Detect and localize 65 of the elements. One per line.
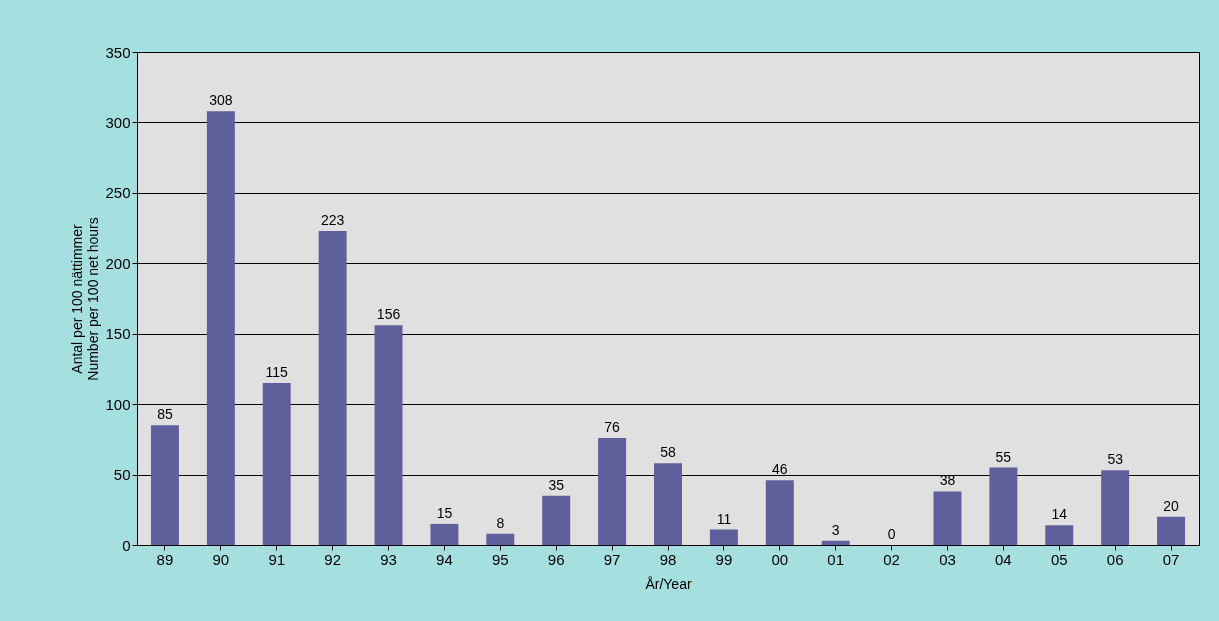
x-tick-label: 89 [156,550,174,568]
bar [654,463,682,545]
y-tick-label: 200 [105,254,131,272]
data-label: 115 [265,364,289,381]
bar [1045,525,1074,545]
x-tick-label: 96 [547,550,565,568]
data-label: 11 [716,510,732,527]
x-tick-label: 07 [1162,550,1180,568]
bar [821,540,850,545]
x-tick-label: 98 [659,550,677,568]
bar [262,383,291,545]
y-tick-label: 150 [105,325,131,343]
bar [150,425,179,545]
y-tick-label: 300 [105,113,131,131]
data-label: 308 [209,92,233,109]
data-label: 20 [1163,497,1180,514]
bar [374,325,403,545]
data-label: 15 [436,504,453,521]
bar [765,480,794,545]
data-label: 76 [604,418,621,435]
bar [318,230,347,545]
data-label: 14 [1051,506,1068,523]
x-tick-label: 01 [827,550,845,568]
x-tick-label: 06 [1106,550,1124,568]
data-label: 58 [660,444,676,461]
y-tick-label: 50 [113,466,131,484]
bar [1101,470,1130,545]
y-tick-label: 0 [122,536,131,554]
x-tick-label: 04 [995,550,1012,568]
x-tick-label: 97 [603,550,621,568]
bar [486,533,515,545]
data-label: 0 [887,526,896,542]
bar [542,495,571,545]
x-tick-label: 95 [491,550,509,568]
x-tick-label: 92 [324,550,341,568]
x-tick-label: 94 [436,550,453,568]
x-tick-label: 99 [715,550,733,568]
bar [1157,516,1186,545]
x-tick-label: 91 [268,550,286,568]
x-tick-label: 02 [883,550,900,568]
y-tick-label: 250 [105,184,131,202]
bar [989,467,1018,545]
data-label: 35 [548,476,565,493]
x-tick-label: 03 [939,550,956,568]
x-tick-label: 93 [380,550,397,568]
bar [206,111,235,545]
x-axis-title: År/Year [645,575,692,592]
data-label: 53 [1107,451,1124,468]
data-label: 85 [157,406,173,423]
data-label: 55 [995,448,1012,465]
x-tick-label: 05 [1050,550,1068,568]
data-label: 3 [831,521,840,538]
bar [709,529,738,545]
data-label: 8 [496,514,505,531]
y-tick-label: 350 [105,43,131,61]
x-tick-label: 00 [771,550,789,568]
data-label: 223 [320,211,345,228]
bar [430,523,459,545]
bar [933,491,962,545]
bar [598,437,627,545]
y-axis-title: Antal per 100 nättimmer Number per 100 net hours [69,217,102,381]
y-tick-label: 100 [105,395,131,413]
data-label: 46 [772,461,788,478]
x-tick-label: 90 [212,550,230,568]
data-label: 156 [376,306,401,323]
